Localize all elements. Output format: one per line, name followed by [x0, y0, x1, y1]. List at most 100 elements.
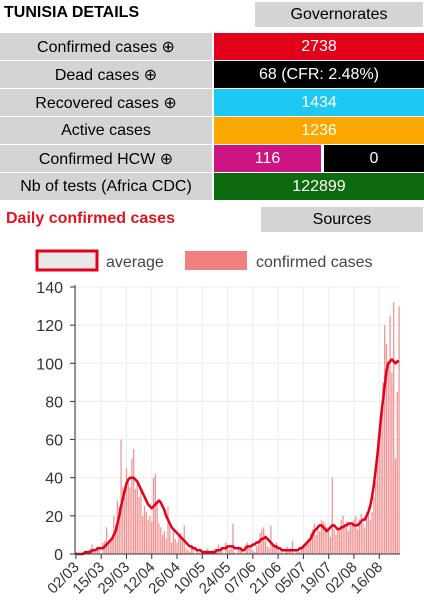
y-tick-label: 140 — [36, 280, 63, 297]
bar — [176, 542, 178, 554]
page-title: TUNISIA DETAILS — [4, 4, 140, 21]
bar — [257, 544, 259, 554]
bar — [306, 542, 308, 554]
bar — [161, 534, 164, 554]
bar — [134, 489, 137, 554]
bar — [96, 546, 99, 554]
bar — [340, 519, 342, 554]
bar — [234, 552, 236, 554]
bar — [127, 477, 129, 554]
stat-label[interactable]: Confirmed HCW ⊕ — [0, 145, 212, 172]
bar — [167, 506, 169, 554]
bar — [374, 481, 377, 554]
bar — [319, 531, 321, 554]
bar — [158, 523, 160, 554]
bar — [221, 548, 223, 554]
bar — [373, 496, 375, 554]
bar — [120, 439, 122, 554]
bar — [114, 525, 117, 554]
bar — [192, 548, 194, 554]
bar — [169, 527, 171, 554]
chart-legend: average confirmed cases — [35, 249, 373, 272]
bar — [165, 538, 167, 554]
bar — [385, 344, 388, 554]
bar — [347, 531, 350, 554]
stat-label[interactable]: Confirmed cases ⊕ — [0, 33, 212, 60]
bar — [346, 521, 348, 554]
sources-button[interactable]: Sources — [261, 207, 423, 232]
bar — [145, 512, 147, 554]
bar — [300, 548, 303, 554]
bar — [309, 533, 312, 554]
bar — [326, 527, 328, 554]
stat-label: Nb of tests (Africa CDC) — [0, 173, 212, 200]
bar — [149, 515, 151, 554]
bar — [138, 496, 140, 554]
bar — [344, 527, 346, 554]
bar — [179, 533, 182, 554]
stat-label[interactable]: Recovered cases ⊕ — [0, 89, 212, 116]
stat-value: 1236 — [214, 117, 424, 144]
bar — [254, 552, 256, 554]
bar — [196, 550, 198, 554]
bar — [174, 538, 176, 554]
average-line — [75, 358, 400, 556]
bar — [252, 550, 254, 554]
bar — [389, 315, 391, 554]
bar — [154, 473, 156, 554]
bar — [270, 525, 272, 554]
bar — [147, 519, 149, 554]
stat-value: 122899 — [214, 173, 424, 200]
bar — [335, 534, 337, 554]
line-series — [75, 358, 400, 556]
bar — [255, 546, 258, 554]
bar — [364, 527, 366, 554]
bar — [279, 552, 281, 554]
bar — [329, 536, 332, 554]
bar — [272, 544, 274, 554]
stat-label[interactable]: Dead cases ⊕ — [0, 61, 212, 88]
bar — [376, 458, 379, 554]
bar — [342, 515, 344, 554]
bar — [228, 550, 231, 554]
bar — [216, 550, 218, 554]
bar — [331, 477, 333, 554]
bar — [302, 544, 305, 554]
chart-grid — [75, 286, 400, 554]
bar — [118, 506, 120, 554]
bar — [396, 391, 398, 554]
bar — [360, 513, 362, 554]
bar — [131, 458, 133, 554]
legend-label-confirmed: confirmed cases — [256, 254, 373, 271]
bar — [105, 527, 108, 554]
y-tick-label: 40 — [45, 471, 63, 488]
stat-row: Confirmed cases ⊕ 2738 — [0, 33, 424, 60]
bar — [391, 372, 393, 554]
stat-value-secondary: 0 — [324, 145, 424, 172]
bar — [261, 529, 263, 554]
bar — [338, 531, 341, 554]
bar — [315, 534, 317, 554]
bar — [124, 496, 126, 554]
bar — [259, 533, 261, 554]
bar — [142, 515, 144, 554]
bar — [226, 546, 229, 554]
bar — [369, 519, 371, 554]
governorates-button[interactable]: Governorates — [255, 2, 423, 27]
bar — [277, 550, 279, 554]
bar — [190, 546, 193, 554]
bar — [263, 527, 265, 554]
bar — [291, 540, 294, 554]
bar — [365, 512, 368, 554]
bar — [133, 449, 135, 554]
stat-row: Dead cases ⊕ 68 (CFR: 2.48%) — [0, 61, 424, 88]
bar — [355, 515, 357, 554]
bar — [328, 531, 330, 554]
bar — [313, 523, 315, 554]
bar — [239, 548, 241, 554]
bar — [337, 527, 339, 554]
bar — [178, 534, 180, 554]
bar — [382, 382, 384, 554]
bar — [320, 519, 323, 554]
bar — [187, 550, 189, 554]
